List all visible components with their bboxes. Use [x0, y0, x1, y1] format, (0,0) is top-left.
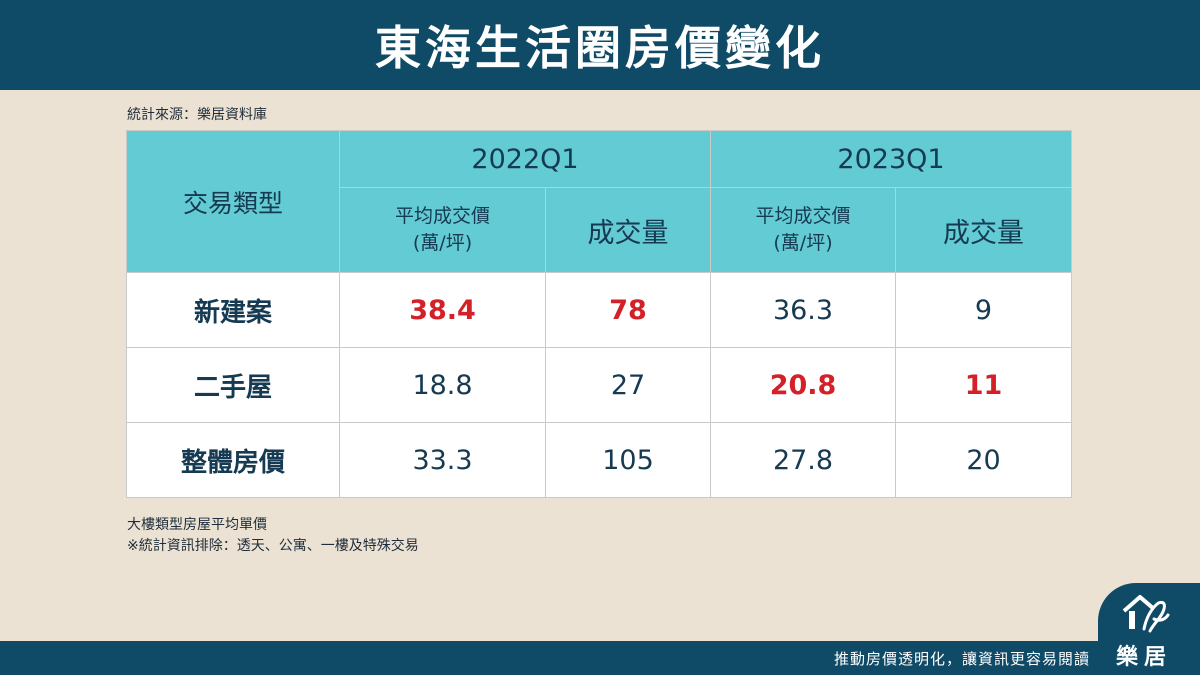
volume-2023-cell: 20 — [895, 422, 1072, 498]
volume-2022-cell: 78 — [545, 272, 711, 348]
volume-header-2022: 成交量 — [545, 187, 711, 273]
period-header-2022q1: 2022Q1 — [339, 130, 711, 188]
price-2023-cell: 36.3 — [710, 272, 896, 348]
price-2022-cell: 18.8 — [339, 347, 546, 423]
volume-2023-cell: 9 — [895, 272, 1072, 348]
footnote-exclusions: ※統計資訊排除：透天、公寓、一樓及特殊交易 — [127, 538, 419, 554]
row-label: 整體房價 — [126, 422, 340, 498]
price-table: 交易類型 2022Q1 2023Q1 平均成交價 (萬/坪) 成交量 平均成交價… — [126, 130, 1072, 498]
footnotes: 大樓類型房屋平均單價 ※統計資訊排除：透天、公寓、一樓及特殊交易 — [127, 515, 419, 557]
row-label: 新建案 — [126, 272, 340, 348]
footer-bar: 推動房價透明化，讓資訊更容易閱讀 — [0, 641, 1200, 675]
avg-price-header-2022: 平均成交價 (萬/坪) — [339, 187, 546, 273]
avg-price-label: 平均成交價 — [755, 205, 851, 227]
footer-slogan: 推動房價透明化，讓資訊更容易閱讀 — [833, 650, 1090, 668]
data-source: 統計來源：樂居資料庫 — [127, 107, 267, 123]
table-row-new-construction: 新建案 38.4 78 36.3 9 — [126, 272, 1072, 348]
price-2023-cell: 27.8 — [710, 422, 896, 498]
logo-text: 樂居 — [1116, 645, 1173, 670]
avg-price-unit: (萬/坪) — [412, 232, 473, 254]
table-row-overall: 整體房價 33.3 105 27.8 20 — [126, 422, 1072, 498]
table-row-pre-owned: 二手屋 18.8 27 20.8 11 — [126, 347, 1072, 423]
title-banner: 東海生活圈房價變化 — [0, 0, 1200, 90]
row-label: 二手屋 — [126, 347, 340, 423]
brand-logo: 樂居 — [1098, 583, 1200, 675]
volume-header-2023: 成交量 — [895, 187, 1072, 273]
volume-2022-cell: 105 — [545, 422, 711, 498]
period-header-2023q1: 2023Q1 — [710, 130, 1072, 188]
avg-price-label: 平均成交價 — [394, 205, 490, 227]
price-2023-cell: 20.8 — [710, 347, 896, 423]
page-title: 東海生活圈房價變化 — [375, 21, 825, 75]
price-2022-cell: 38.4 — [339, 272, 546, 348]
house-signature-icon — [1122, 595, 1170, 633]
footnote-unit: 大樓類型房屋平均單價 — [127, 517, 267, 533]
price-2022-cell: 33.3 — [339, 422, 546, 498]
volume-2023-cell: 11 — [895, 347, 1072, 423]
volume-2022-cell: 27 — [545, 347, 711, 423]
avg-price-unit: (萬/坪) — [773, 232, 833, 254]
avg-price-header-2023: 平均成交價 (萬/坪) — [710, 187, 896, 273]
transaction-type-header: 交易類型 — [126, 130, 340, 273]
